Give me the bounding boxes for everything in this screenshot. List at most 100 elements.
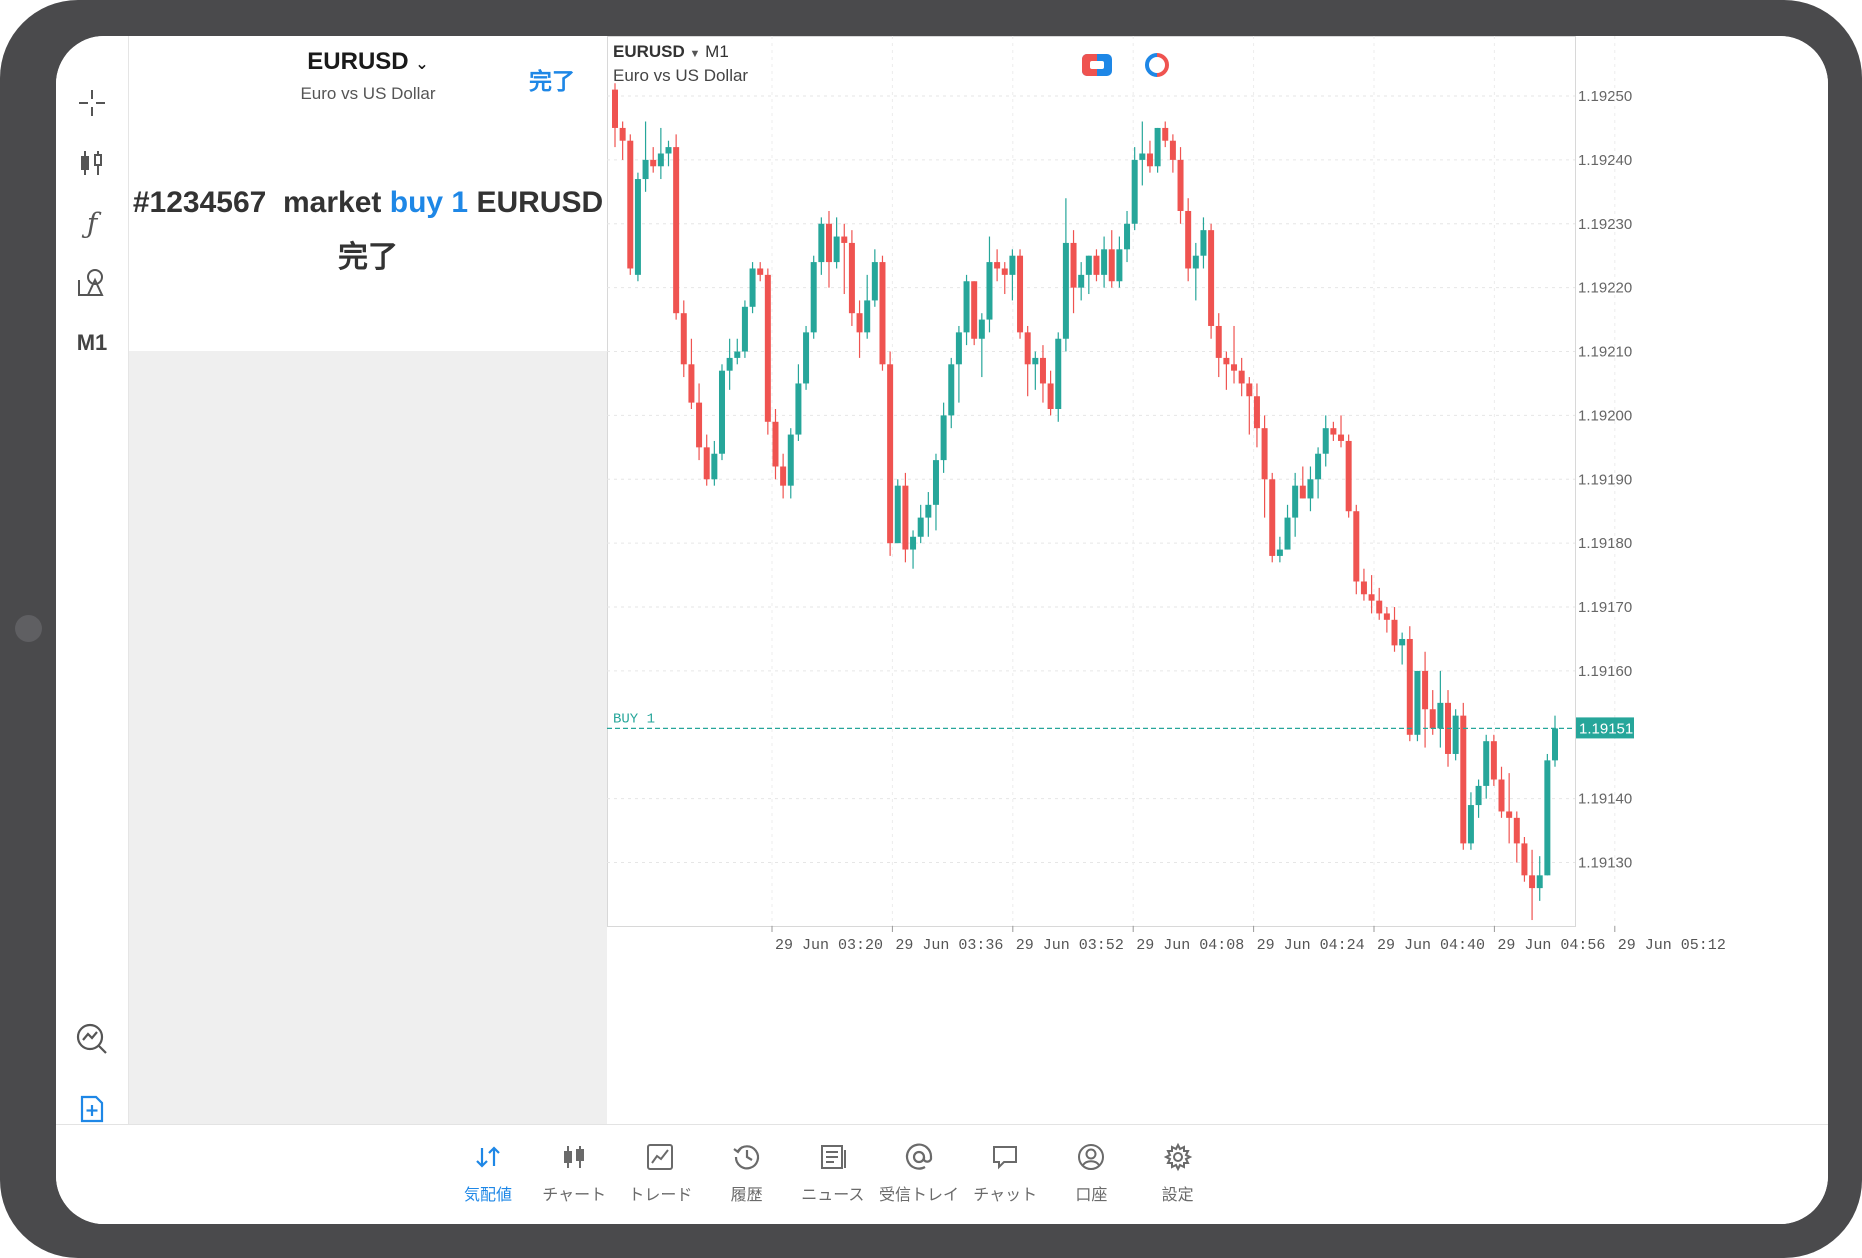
candlestick-chart[interactable]: 1.19250 1.19240 1.19230 1.19220 1.19210 1.192… xyxy=(607,36,1828,1124)
time-axis-label: 29 Jun 03:20 xyxy=(775,937,883,954)
candle-bullish xyxy=(932,460,939,505)
candle-bearish xyxy=(1299,485,1306,499)
analytics-icon[interactable] xyxy=(56,1016,128,1062)
candle-bullish xyxy=(1154,127,1161,167)
chart-area[interactable]: 1.19250 1.19240 1.19230 1.19220 1.19210 1.192… xyxy=(607,36,1828,1124)
candle-bullish xyxy=(871,262,878,301)
candle-bearish xyxy=(627,140,634,269)
crosshair-icon[interactable] xyxy=(56,80,128,126)
chevron-down-icon: ⌄ xyxy=(415,56,429,73)
nav-mailbox[interactable]: 受信トレイ xyxy=(871,1137,967,1217)
function-icon[interactable]: ƒ xyxy=(86,206,98,240)
time-axis-label: 29 Jun 04:24 xyxy=(1257,937,1365,954)
candle-bearish xyxy=(1162,127,1169,141)
done-button[interactable]: 完了 xyxy=(529,68,575,94)
symbol-selector[interactable]: EURUSD ⌄ xyxy=(307,48,429,75)
candle-bearish xyxy=(1521,843,1528,876)
buy-position-label: BUY 1 xyxy=(613,711,655,727)
candle-bullish xyxy=(1085,255,1092,275)
candle-bearish xyxy=(879,262,886,365)
chart-toolbar: ƒ M1 xyxy=(56,36,129,1124)
candle-bullish xyxy=(925,504,932,518)
candle-bullish xyxy=(726,357,733,371)
candle-bullish xyxy=(864,300,871,333)
nav-label: 気配値 xyxy=(463,1187,512,1204)
candle-bullish xyxy=(711,453,718,480)
candle-bullish xyxy=(1483,741,1490,786)
candle-bullish xyxy=(1399,638,1406,646)
signal-indicator-icon[interactable] xyxy=(1144,52,1170,78)
time-axis-label: 29 Jun 03:52 xyxy=(1016,937,1124,954)
candle-bullish xyxy=(1276,549,1283,556)
candle-bearish xyxy=(1185,210,1192,269)
one-click-trading-icon[interactable] xyxy=(1082,54,1112,76)
candle-bullish xyxy=(1536,875,1543,889)
nav-label: チャート xyxy=(542,1187,607,1204)
add-order-icon[interactable] xyxy=(56,1086,128,1132)
candle-bearish xyxy=(1460,715,1467,844)
nav-news[interactable]: ニュース xyxy=(785,1137,881,1217)
candle-bearish xyxy=(1047,383,1054,410)
candle-bullish xyxy=(1078,274,1085,288)
candle-bearish xyxy=(902,485,909,550)
price-axis-label: 1.19170 xyxy=(1578,599,1632,616)
nav-history[interactable]: 履歴 xyxy=(699,1137,795,1217)
shapes-icon[interactable] xyxy=(56,260,128,306)
settings-icon xyxy=(1130,1137,1226,1177)
order-number: #1234567 xyxy=(132,186,267,219)
price-axis-label: 1.19210 xyxy=(1578,344,1632,361)
candle-bullish xyxy=(1032,357,1039,365)
candle-bullish xyxy=(1475,785,1482,806)
candle-bullish xyxy=(940,415,947,461)
candle-bullish xyxy=(1062,242,1069,339)
candle-bullish xyxy=(1200,230,1207,256)
candle-bearish xyxy=(1269,479,1276,556)
candle-bearish xyxy=(1246,383,1253,397)
candle-bullish xyxy=(1131,159,1138,224)
nav-chat[interactable]: チャット xyxy=(957,1137,1053,1217)
nav-settings[interactable]: 設定 xyxy=(1130,1137,1226,1217)
nav-account[interactable]: 口座 xyxy=(1043,1137,1139,1217)
candle-bullish xyxy=(795,383,802,435)
candle-bearish xyxy=(1223,357,1230,365)
candle-bearish xyxy=(619,127,626,141)
candle-bearish xyxy=(680,313,687,365)
price-axis-label: 1.19190 xyxy=(1578,471,1632,488)
candle-bearish xyxy=(1024,332,1031,365)
nav-chart[interactable]: チャート xyxy=(526,1137,622,1217)
chart-symbol: EURUSD xyxy=(613,42,685,61)
candle-bearish xyxy=(757,268,764,275)
time-axis-label: 29 Jun 03:36 xyxy=(895,937,1003,954)
candle-bullish xyxy=(1124,223,1131,250)
time-axis-label: 29 Jun 04:56 xyxy=(1497,937,1605,954)
order-symbol: EURUSD xyxy=(476,186,604,219)
device-home-button xyxy=(15,615,42,642)
nav-quotes[interactable]: 気配値 xyxy=(440,1137,536,1217)
candle-bearish xyxy=(1070,242,1077,288)
candle-bearish xyxy=(673,147,680,314)
candle-bearish xyxy=(848,242,855,314)
candle-bearish xyxy=(1338,434,1345,441)
price-axis-label: 1.19240 xyxy=(1578,152,1632,169)
candle-bearish xyxy=(1376,600,1383,614)
nav-trade[interactable]: トレード xyxy=(612,1137,708,1217)
dropdown-arrow-icon[interactable]: ▼ xyxy=(689,48,701,60)
candle-bullish xyxy=(1452,715,1459,754)
price-axis-label: 1.19160 xyxy=(1578,663,1632,680)
chart-timeframe: M1 xyxy=(705,42,729,61)
nav-label: チャット xyxy=(973,1187,1038,1204)
quotes-icon xyxy=(440,1137,536,1177)
candle-bullish xyxy=(1414,670,1421,735)
candle-bullish xyxy=(657,153,664,167)
candle-bullish xyxy=(818,223,825,263)
candle-bearish xyxy=(1093,255,1100,275)
candle-bearish xyxy=(971,281,978,339)
candle-bearish xyxy=(1345,440,1352,512)
bottom-navigation: 気配値 チャート トレード 履歴 ニュース 受信トレイ チャット 口座 設定 xyxy=(56,1124,1828,1224)
candle-bullish xyxy=(910,536,917,550)
timeframe-button[interactable]: M1 xyxy=(76,330,108,355)
candlestick-icon[interactable] xyxy=(56,140,128,186)
app-screen: ƒ M1 EURUSD ⌄ Euro vs US Dollar xyxy=(56,36,1828,1224)
candle-bearish xyxy=(1360,581,1367,595)
